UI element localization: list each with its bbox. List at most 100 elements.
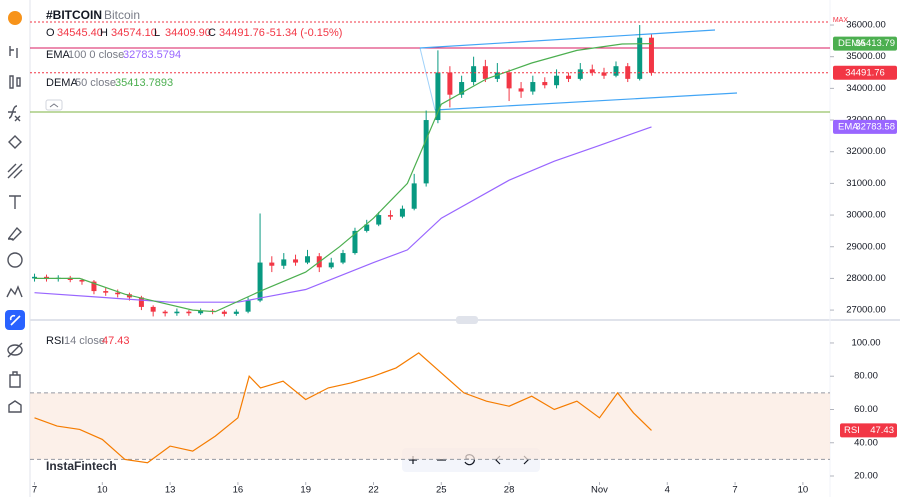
x-tick-label: 28 [504,485,515,496]
x-tick-label: 4 [665,485,670,496]
tool-icon[interactable] [8,135,22,149]
candle-body [589,69,595,73]
collapse-button[interactable] [45,99,63,111]
indicator-value: 35413.7893 [115,77,173,89]
y-tick-label: 35000.00 [846,51,886,62]
tool-icon[interactable] [9,75,21,89]
candle-body [245,300,251,312]
x-tick-label: 10 [798,485,809,496]
symbol: #BITCOIN [46,8,102,22]
y-tick-label: 60.00 [854,404,878,415]
y-tick-label: 34000.00 [846,83,886,94]
candle-body [577,69,583,79]
y-tick-label: 32000.00 [846,146,886,157]
tool-icon[interactable] [9,195,21,209]
rsi-params: 14 close [64,335,105,347]
symbol-name: Bitcoin [104,8,140,22]
candle-body [269,262,275,266]
candle-body [198,310,204,314]
ohlc-key: H [100,27,108,39]
series-badge-value: 32783.58 [855,121,895,132]
candle-body [411,183,417,209]
candle-body [162,311,168,314]
candle-body [554,75,560,86]
y-tick-label: 30000.00 [846,210,886,221]
x-tick-label: 7 [732,485,737,496]
series-line [34,352,652,464]
candle-body [340,253,346,263]
channel-line[interactable] [419,29,716,49]
toolbar-bg [0,0,30,497]
indicator-params: 100 0 close [68,49,124,61]
ohlc-key: L [154,27,160,39]
toolbar [0,0,31,497]
tool-icon[interactable] [7,163,23,179]
channel-edge [419,47,436,111]
y-tick-label: 100.00 [851,337,880,348]
candle-body [566,75,572,79]
candle-body [399,208,405,217]
tool-icon[interactable] [6,285,23,298]
collapse-icon [49,103,59,108]
tool-icon[interactable] [8,400,22,413]
series-badge-name: DEMA [838,38,866,49]
indicator-value: 32783.5794 [123,49,181,61]
candle-body [281,259,287,266]
series-badge-value: 35413.79 [855,38,895,49]
x-tick-label: 13 [165,485,176,496]
candle-body [103,291,109,293]
x-tick-label: 25 [436,485,447,496]
candle-body [305,256,311,263]
candle-body [186,311,192,314]
candle-body [91,281,97,292]
candle-body [482,66,488,79]
tool-icon[interactable] [7,342,23,358]
candle-body [150,306,156,312]
ohlc-key: O [46,27,55,39]
tool-icon[interactable] [8,105,21,122]
candle-body [364,224,370,231]
x-tick-label: 22 [368,485,379,496]
x-tick-label: 10 [97,485,108,496]
candle-body [376,215,382,225]
candle-body [530,82,536,92]
ohlc-value: 34409.90 [165,27,211,39]
indicator-name: DEMA [46,77,78,89]
series-badge-name: RSI [844,425,860,436]
tool-icon[interactable] [7,226,22,241]
band-fill [30,392,830,460]
tool-icon[interactable] [9,371,21,388]
candle-body [221,311,227,314]
change: -51.34 (-0.15%) [266,27,342,39]
max-label: MAX [833,17,849,24]
series-badge [833,36,897,51]
rsi-value: 47.43 [102,335,130,347]
series-line [34,126,652,303]
y-tick-label: 28000.00 [846,273,886,284]
candle-body [471,66,477,83]
candle-body [115,292,121,295]
tool-icon[interactable] [7,252,23,268]
y-tick-label: 20.00 [854,471,878,482]
price-badge-label: 34491.76 [845,67,885,78]
candle-body [542,82,548,86]
candle-body [447,72,453,95]
indicator-params: 50 close [75,77,116,89]
x-tick-label: Nov [591,485,608,496]
channel-line[interactable] [434,92,738,111]
y-tick-label: 40.00 [854,437,878,448]
rsi-name: RSI [46,335,64,347]
pane-handle[interactable] [456,316,478,324]
series-line [34,43,652,313]
y-tick-label: 80.00 [854,371,878,382]
ohlc-key: C [208,27,216,39]
candle-body [257,262,263,301]
tool-icon[interactable] [9,46,18,58]
candle-body [518,88,524,92]
x-tick-label: 19 [300,485,311,496]
watermark: InstaFintech [46,459,117,473]
symbol-icon[interactable] [8,11,22,25]
candle-body [601,72,607,76]
y-tick-label: 29000.00 [846,241,886,252]
